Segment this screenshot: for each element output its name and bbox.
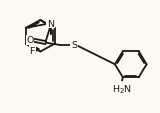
Text: O: O — [26, 36, 34, 45]
Text: H$_2$N: H$_2$N — [112, 83, 132, 95]
Text: S: S — [71, 41, 77, 50]
Text: F: F — [29, 47, 35, 56]
Text: N: N — [47, 19, 54, 28]
